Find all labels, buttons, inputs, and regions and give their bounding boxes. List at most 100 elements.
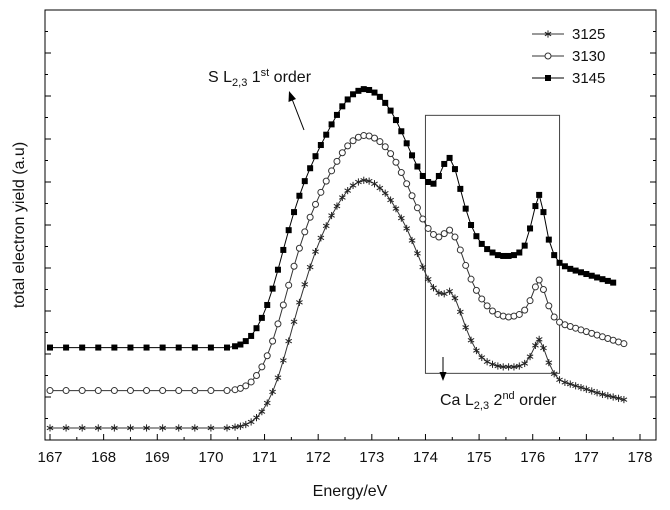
data-point-3130 — [376, 138, 384, 146]
data-point-3145 — [484, 246, 491, 253]
data-point-3130 — [62, 387, 70, 395]
legend-item-3130: 3130 — [532, 48, 605, 65]
data-point-3125 — [478, 353, 486, 362]
data-point-3130 — [306, 213, 314, 221]
data-point-3130 — [521, 306, 529, 314]
data-point-3125 — [349, 181, 357, 190]
data-point-3145 — [578, 269, 584, 276]
data-point-3125 — [620, 395, 628, 404]
data-point-3145 — [604, 277, 611, 284]
data-point-3125 — [392, 205, 400, 213]
data-point-3130 — [371, 134, 378, 142]
data-point-3125 — [296, 298, 303, 306]
data-point-3125 — [159, 424, 167, 432]
data-point-3145 — [489, 249, 496, 256]
data-point-3130 — [392, 158, 400, 166]
data-point-3130 — [258, 363, 266, 371]
data-point-3125 — [110, 424, 118, 432]
data-point-3130 — [489, 307, 496, 315]
data-point-3145 — [561, 263, 568, 270]
data-point-3130 — [539, 286, 547, 293]
data-point-3130 — [317, 188, 325, 196]
data-point-3125 — [408, 236, 416, 245]
data-point-3125 — [582, 385, 590, 393]
data-point-3145 — [63, 344, 70, 351]
data-point-3125 — [207, 424, 215, 432]
x-tick-label: 174 — [413, 449, 438, 466]
legend-item-3145: 3145 — [532, 70, 605, 87]
data-point-3145 — [280, 246, 287, 253]
data-point-3145 — [473, 233, 480, 240]
data-point-3125 — [301, 280, 309, 288]
ca-region-box — [424, 114, 561, 374]
data-point-3145 — [376, 93, 383, 100]
data-point-3145 — [387, 107, 394, 114]
data-point-3130 — [620, 340, 628, 348]
data-point-3145 — [355, 87, 362, 94]
data-point-3125 — [435, 289, 443, 297]
data-point-3130 — [387, 150, 395, 158]
data-point-3125 — [535, 335, 543, 343]
data-point-3145 — [425, 179, 432, 185]
data-point-3145 — [175, 344, 182, 351]
data-point-3145 — [264, 301, 271, 308]
data-point-3145 — [435, 172, 442, 179]
ca-line-arrow — [439, 357, 447, 381]
data-point-3125 — [550, 370, 558, 378]
legend-label-3130: 3130 — [572, 48, 605, 65]
data-point-3130 — [301, 228, 309, 236]
x-tick-label: 167 — [37, 449, 62, 466]
data-point-3145 — [79, 344, 86, 351]
data-point-3130 — [440, 230, 448, 238]
series-3145 — [47, 86, 617, 351]
data-point-3145 — [556, 259, 563, 266]
data-point-3130 — [413, 204, 421, 212]
data-point-3125 — [253, 414, 260, 422]
data-point-3130 — [110, 387, 118, 395]
data-point-3130 — [279, 301, 287, 309]
data-point-3145 — [143, 344, 150, 351]
data-point-3125 — [46, 424, 54, 432]
y-axis-title: total electron yield (a.u) — [11, 142, 28, 308]
data-point-3145 — [47, 344, 53, 351]
x-tick-label: 169 — [145, 449, 170, 466]
data-point-3125 — [483, 358, 491, 366]
data-point-3125 — [175, 424, 183, 432]
x-tick-label: 178 — [627, 449, 652, 466]
data-point-3125 — [566, 380, 574, 388]
data-point-3145 — [207, 344, 214, 351]
series-line-3130 — [50, 135, 625, 392]
data-point-3130 — [242, 382, 250, 390]
x-tick-label: 175 — [467, 449, 492, 466]
data-point-3125 — [237, 422, 244, 430]
data-point-3145 — [274, 266, 281, 273]
data-point-3125 — [403, 224, 411, 233]
data-point-3145 — [414, 163, 421, 170]
data-point-3130 — [322, 177, 330, 185]
data-point-3145 — [269, 285, 276, 292]
data-point-3125 — [127, 424, 134, 432]
data-point-3145 — [366, 86, 373, 93]
data-point-3130 — [338, 149, 346, 157]
data-point-3125 — [328, 211, 335, 220]
data-point-3145 — [521, 242, 528, 249]
x-axis-ticks — [49, 434, 641, 440]
data-point-3130 — [535, 276, 543, 284]
data-point-3125 — [588, 387, 596, 395]
data-point-3130 — [274, 320, 282, 328]
data-point-3130 — [381, 143, 389, 151]
data-point-3130 — [46, 387, 54, 395]
x-tick-label: 177 — [574, 449, 599, 466]
data-point-3125 — [467, 336, 475, 344]
data-point-3145 — [111, 344, 118, 351]
data-point-3125 — [593, 389, 601, 397]
data-point-3125 — [397, 214, 405, 222]
data-point-3125 — [312, 248, 319, 256]
data-point-3145 — [237, 341, 244, 348]
data-point-3145 — [599, 276, 606, 283]
data-point-3125 — [510, 363, 518, 371]
data-point-3145 — [307, 165, 314, 172]
data-point-3130 — [472, 286, 480, 294]
data-point-3125 — [355, 178, 362, 186]
